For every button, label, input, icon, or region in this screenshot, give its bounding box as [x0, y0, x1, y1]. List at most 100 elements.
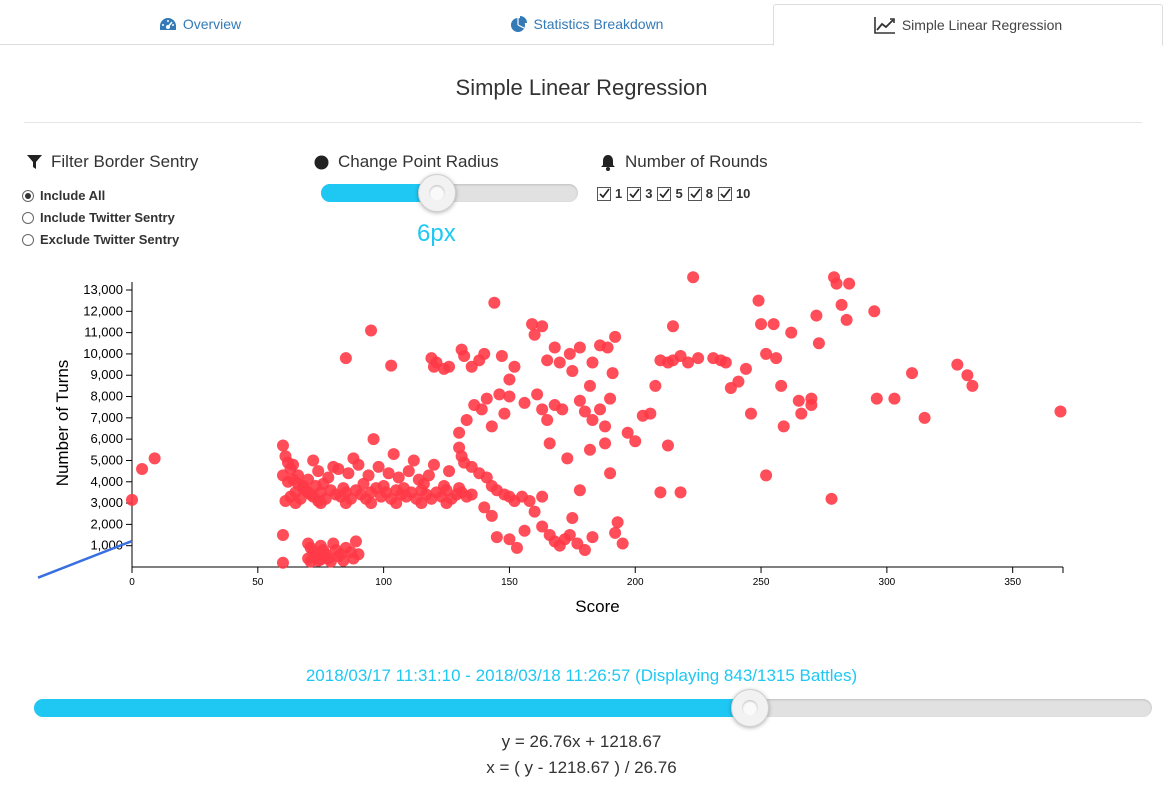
scatter-point	[397, 482, 410, 495]
point-radius-slider-handle[interactable]	[417, 174, 456, 212]
y-axis-title: Number of Turns	[53, 360, 72, 487]
tab-overview-label: Overview	[182, 16, 242, 32]
scatter-point	[402, 465, 415, 478]
scatter-point	[276, 439, 289, 452]
scatter-point	[563, 529, 576, 542]
tab-overview[interactable]: Overview	[0, 4, 400, 44]
scatter-point	[795, 407, 808, 420]
y-tick-label: 7,000	[90, 410, 123, 425]
scatter-point	[843, 277, 856, 290]
scatter-point	[518, 524, 531, 537]
scatter-point	[297, 480, 310, 493]
scatter-point	[835, 298, 848, 311]
x-axis-title: Score	[575, 597, 619, 616]
scatter-point	[609, 330, 622, 343]
scatter-point	[732, 375, 745, 388]
round-checkbox-8[interactable]	[687, 186, 702, 201]
round-checkbox-3[interactable]	[627, 186, 642, 201]
scatter-point	[126, 493, 138, 506]
filter-heading: Filter Border Sentry	[27, 152, 198, 172]
scatter-point	[556, 403, 569, 416]
scatter-point	[282, 475, 295, 488]
scatter-point	[785, 326, 798, 339]
scatter-point	[777, 420, 790, 433]
scatter-point	[508, 360, 521, 373]
scatter-point	[276, 556, 289, 569]
scatter-point	[390, 497, 403, 510]
scatter-point	[775, 379, 788, 392]
scatter-point	[674, 486, 687, 499]
point-radius-heading: Change Point Radius	[314, 152, 499, 172]
scatter-point	[503, 373, 516, 386]
scatter-point	[654, 486, 667, 499]
scatter-points	[126, 271, 1067, 569]
scatter-point	[599, 420, 612, 433]
scatter-point	[510, 541, 523, 554]
scatter-point	[349, 535, 362, 548]
point-radius-value: 6px	[417, 220, 456, 247]
y-tick-label: 12,000	[83, 303, 123, 318]
x-tick-label: 200	[627, 577, 644, 588]
round-option-3[interactable]: 3	[627, 186, 652, 201]
scatter-point	[760, 469, 773, 482]
round-option-5[interactable]: 5	[657, 186, 683, 201]
circle-icon	[314, 155, 329, 170]
scatter-point	[586, 413, 599, 426]
filter-option-include-all[interactable]: Include All	[22, 188, 105, 203]
scatter-point	[611, 516, 624, 529]
scatter-point	[543, 437, 556, 450]
y-tick-label: 10,000	[83, 346, 123, 361]
filter-option-include-twitter[interactable]: Include Twitter Sentry	[22, 210, 175, 225]
scatter-point	[825, 492, 838, 505]
tab-statistics-breakdown[interactable]: Statistics Breakdown	[400, 4, 773, 44]
scatter-point	[490, 531, 503, 544]
scatter-point	[531, 388, 544, 401]
scatter-point	[888, 392, 901, 405]
scatter-point	[443, 360, 456, 373]
filter-option-exclude-twitter[interactable]: Exclude Twitter Sentry	[22, 232, 179, 247]
scatter-point	[480, 392, 493, 405]
date-range-slider-handle[interactable]	[730, 689, 769, 727]
scatter-point	[460, 413, 473, 426]
scatter-point	[553, 356, 566, 369]
radio-include-twitter-sentry[interactable]	[22, 211, 34, 224]
round-checkbox-10[interactable]	[717, 186, 732, 201]
tab-simple-linear-regression[interactable]: Simple Linear Regression	[773, 4, 1163, 46]
x-tick-label: 50	[252, 577, 264, 588]
scatter-point	[304, 555, 317, 568]
round-checkbox-5[interactable]	[657, 186, 672, 201]
round-label: 3	[645, 186, 653, 201]
scatter-point	[583, 379, 596, 392]
round-checkbox-1[interactable]	[597, 186, 611, 201]
round-option-10[interactable]: 10	[717, 186, 751, 201]
scatter-point	[339, 497, 352, 510]
x-tick-label: 300	[879, 577, 896, 588]
scatter-point	[719, 356, 732, 369]
y-tick-label: 3,000	[90, 495, 123, 510]
round-label: 8	[705, 186, 713, 201]
scatter-point	[812, 337, 825, 350]
radio-exclude-twitter-sentry[interactable]	[22, 233, 34, 246]
round-option-1[interactable]: 1	[597, 186, 622, 201]
scatter-point	[566, 364, 579, 377]
round-option-8[interactable]: 8	[687, 186, 713, 201]
scatter-point	[830, 277, 843, 290]
scatter-point	[573, 484, 586, 497]
radio-label: Include Twitter Sentry	[40, 210, 175, 225]
scatter-point	[453, 426, 466, 439]
scatter-point	[523, 494, 536, 507]
scatter-point	[604, 392, 617, 405]
scatter-point	[352, 548, 365, 561]
radio-include-all[interactable]	[22, 189, 34, 202]
scatter-point	[644, 407, 657, 420]
scatter-point	[342, 467, 355, 480]
x-tick-label: 0	[129, 577, 135, 588]
scatter-point	[518, 396, 531, 409]
scatter-point	[961, 369, 974, 382]
scatter-point	[347, 452, 360, 465]
round-label: 10	[735, 186, 751, 201]
scatter-point	[339, 352, 352, 365]
scatter-point	[792, 394, 805, 407]
regression-line-group	[37, 539, 133, 579]
scatter-point	[324, 555, 337, 568]
